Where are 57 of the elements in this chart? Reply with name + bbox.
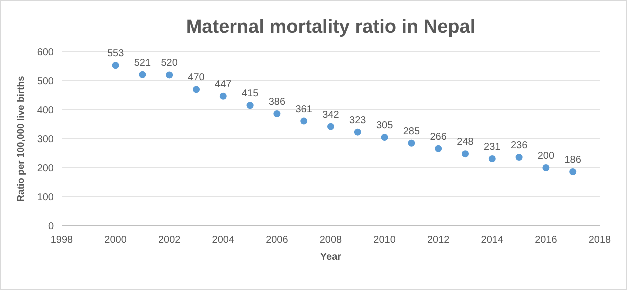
point xyxy=(408,140,416,147)
point xyxy=(542,164,550,172)
data-label: 361 xyxy=(296,104,313,116)
data-label: 447 xyxy=(215,79,232,90)
point xyxy=(488,156,496,163)
data-label: 415 xyxy=(242,88,260,100)
x-tick-label: 2010 xyxy=(374,235,396,246)
data-label: 323 xyxy=(350,115,367,126)
data-label: 520 xyxy=(161,58,178,70)
point xyxy=(462,150,469,158)
data-label: 236 xyxy=(510,140,528,152)
data-label: 285 xyxy=(403,126,420,138)
y-tick-label: 0 xyxy=(48,222,54,232)
data-label: 248 xyxy=(457,137,474,148)
point xyxy=(166,72,174,79)
x-tick-label: 2014 xyxy=(481,235,504,246)
point xyxy=(300,118,308,125)
x-axis-title: Year xyxy=(320,252,342,263)
data-label: 186 xyxy=(564,155,582,166)
x-tick-label: 2008 xyxy=(320,235,343,246)
data-label: 521 xyxy=(134,58,152,69)
data-label: 342 xyxy=(322,110,340,121)
point xyxy=(246,102,254,110)
point xyxy=(570,168,577,176)
x-tick-label: 2016 xyxy=(535,235,558,246)
data-label: 386 xyxy=(268,97,286,108)
data-label: 266 xyxy=(430,132,448,143)
y-tick-label: 400 xyxy=(37,106,54,116)
x-tick-label: 2018 xyxy=(588,235,612,246)
data-label: 231 xyxy=(484,142,502,154)
point xyxy=(220,92,227,100)
x-tick-label: 2000 xyxy=(104,235,128,246)
point xyxy=(435,145,442,152)
point xyxy=(328,123,334,130)
y-tick-label: 200 xyxy=(37,164,54,174)
x-tick-label: 2012 xyxy=(427,235,450,246)
point xyxy=(139,71,146,78)
point xyxy=(381,134,388,142)
x-tick-label: 2004 xyxy=(212,235,235,246)
y-tick-label: 300 xyxy=(37,134,54,146)
x-tick-label: 2006 xyxy=(266,235,289,246)
data-label: 470 xyxy=(188,72,206,84)
y-tick-label: 600 xyxy=(37,48,54,58)
data-label: 200 xyxy=(538,151,555,162)
y-axis-title: Ratio per 100,000 live births xyxy=(16,76,27,202)
y-tick-label: 100 xyxy=(37,192,54,204)
data-label: 305 xyxy=(376,120,394,132)
point xyxy=(112,62,120,70)
chart-title: Maternal mortality ratio in Nepal xyxy=(186,17,476,38)
point xyxy=(354,128,362,136)
point xyxy=(516,154,523,162)
point xyxy=(193,86,200,94)
x-tick-label: 2002 xyxy=(158,235,182,246)
y-tick-label: 500 xyxy=(37,76,54,88)
x-tick-label: 1998 xyxy=(50,235,74,246)
data-label: 553 xyxy=(107,48,125,60)
point xyxy=(274,110,281,118)
